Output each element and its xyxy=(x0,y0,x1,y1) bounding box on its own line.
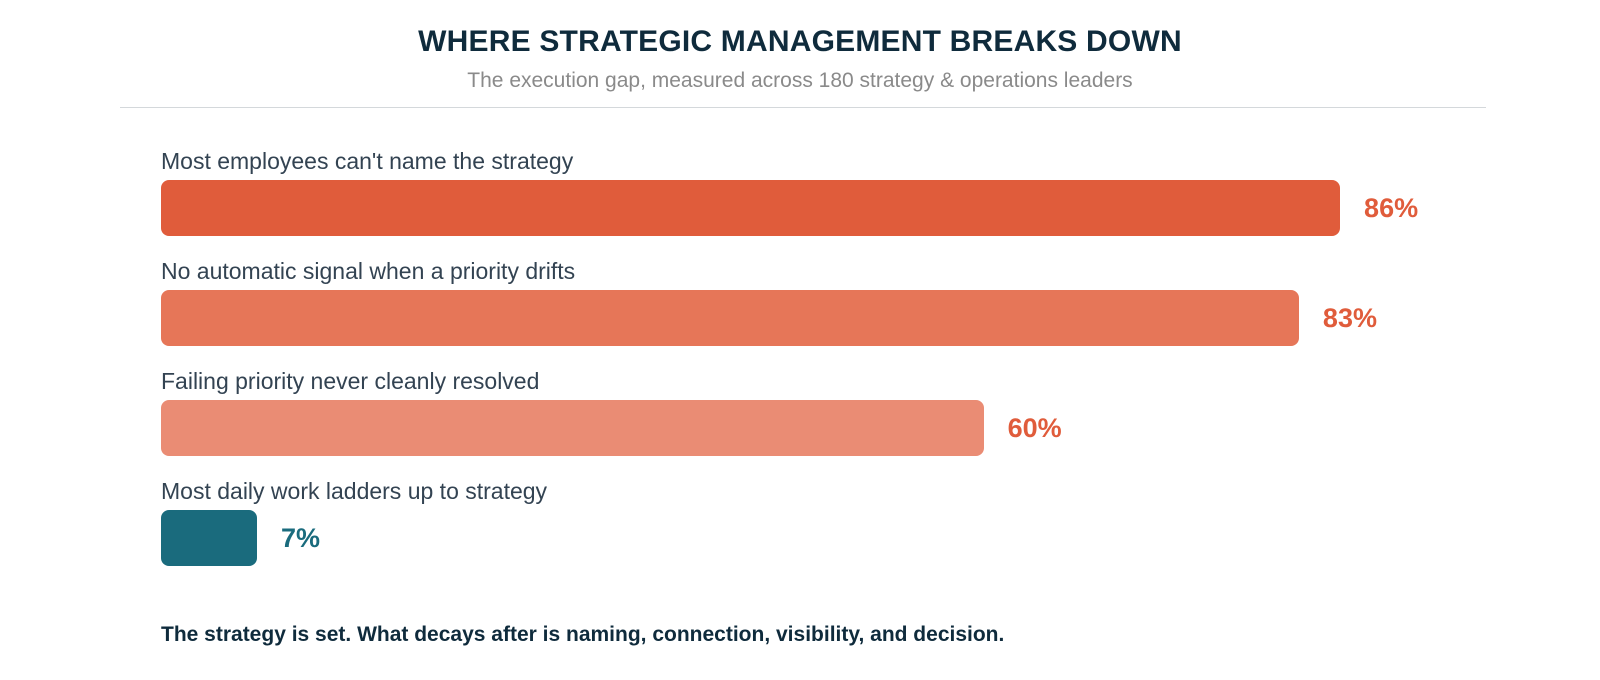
bar-category-label: Failing priority never cleanly resolved xyxy=(161,368,540,394)
bar-value-label: 60% xyxy=(1007,413,1062,443)
bar-value-label: 83% xyxy=(1322,303,1377,333)
header-divider xyxy=(120,107,1486,108)
bar-category-label: Most daily work ladders up to strategy xyxy=(161,478,548,504)
bar-row: Most daily work ladders up to strategy 7% xyxy=(161,477,1461,581)
bar-value-label: 86% xyxy=(1364,193,1419,223)
bar xyxy=(161,290,1299,346)
bar-row: Most employees can't name the strategy 86… xyxy=(161,147,1461,251)
bar-category-label: Most employees can't name the strategy xyxy=(161,148,574,174)
chart-title: WHERE STRATEGIC MANAGEMENT BREAKS DOWN xyxy=(418,25,1182,58)
bar xyxy=(161,180,1341,236)
bar xyxy=(161,400,984,456)
bar-category-label: No automatic signal when a priority drif… xyxy=(161,258,576,284)
bar-row: Failing priority never cleanly resolved 6… xyxy=(161,367,1461,471)
chart-footnote: The strategy is set. What decays after i… xyxy=(161,623,1005,646)
bar-value-label: 7% xyxy=(280,523,320,553)
bar-row: No automatic signal when a priority drif… xyxy=(161,257,1461,361)
chart-subtitle: The execution gap, measured across 180 s… xyxy=(467,69,1133,92)
bar xyxy=(161,510,257,566)
